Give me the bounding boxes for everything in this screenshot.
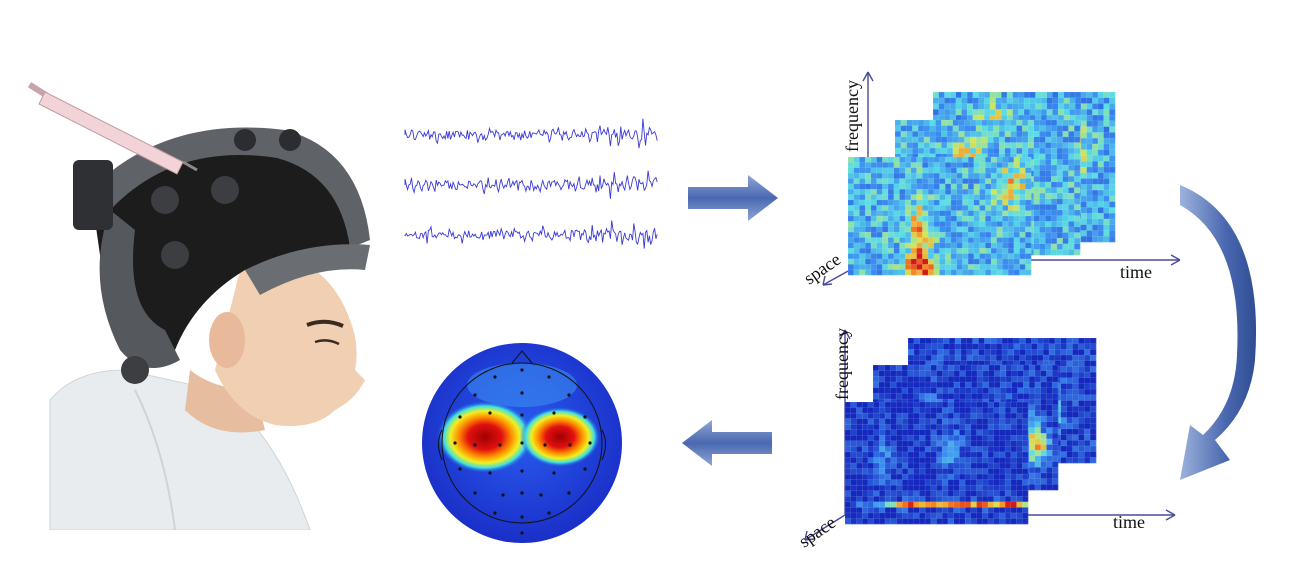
electrode-dot	[520, 491, 524, 495]
electrode-dot	[458, 415, 462, 419]
electrode-dot	[520, 413, 524, 417]
heatmap-panel	[844, 401, 1029, 525]
electrode-dot	[473, 491, 477, 495]
electrode-dot	[498, 443, 502, 447]
electrode-dot	[520, 441, 524, 445]
electrode-dot	[520, 469, 524, 473]
electrode-dot	[588, 441, 592, 445]
electrode-dot	[547, 375, 551, 379]
bottom-heatmap-stack	[804, 329, 1176, 541]
left-arrow	[682, 420, 772, 466]
electrode-dot	[552, 411, 556, 415]
electrode-dot	[473, 443, 477, 447]
electrode-dot	[568, 443, 572, 447]
electrode-dot	[488, 471, 492, 475]
electrode-dot	[583, 467, 587, 471]
eeg-headset-photo	[27, 82, 370, 530]
syringe-icon	[27, 82, 198, 175]
eeg-trace	[404, 220, 658, 249]
eeg-trace	[404, 170, 658, 199]
eeg-trace	[404, 118, 658, 149]
electrode-dot	[567, 491, 571, 495]
top-frequency-label: frequency	[842, 80, 862, 152]
electrode-dot	[543, 443, 547, 447]
electrode-dot	[552, 471, 556, 475]
bottom-frequency-label: frequency	[832, 328, 852, 400]
electrode-dot	[567, 393, 571, 397]
electrode-dot	[488, 411, 492, 415]
electrode-dot	[458, 467, 462, 471]
electrode-dot	[520, 515, 524, 519]
electrode-dot	[453, 441, 457, 445]
electrode-dot	[583, 415, 587, 419]
bottom-time-label: time	[1113, 512, 1145, 532]
electrode-dot	[473, 393, 477, 397]
top-heatmap-stack	[822, 71, 1181, 286]
electrode-dot	[520, 368, 524, 372]
top-time-label: time	[1120, 262, 1152, 282]
heatmap-panel	[847, 156, 1032, 276]
electrode-dot	[547, 511, 551, 515]
electrode-dot	[520, 391, 524, 395]
electrode-dot	[520, 531, 524, 535]
curved-down-arrow	[1180, 185, 1257, 480]
electrode-dot	[539, 493, 543, 497]
scalp-topography	[422, 343, 622, 543]
eeg-raw-signals	[404, 118, 658, 249]
electrode-dot	[493, 375, 497, 379]
electrode-dot	[493, 511, 497, 515]
electrode-dot	[501, 493, 505, 497]
right-arrow	[688, 175, 778, 221]
